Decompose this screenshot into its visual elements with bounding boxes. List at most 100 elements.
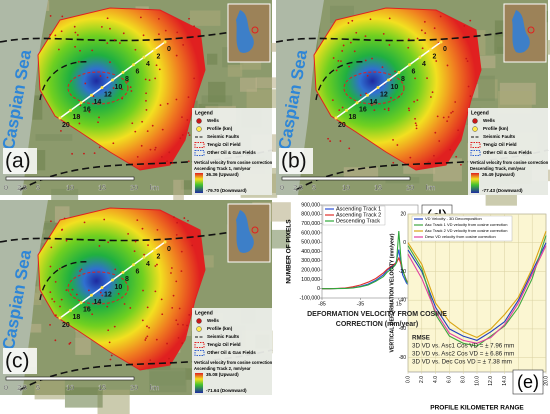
- well: [58, 267, 61, 270]
- scale-label: 2.5: [17, 185, 27, 192]
- y-tick-label: -100,000: [300, 295, 321, 301]
- well: [154, 77, 157, 80]
- well: [427, 161, 430, 164]
- well: [193, 77, 196, 80]
- panel-label: (a): [5, 150, 31, 173]
- well: [388, 44, 391, 46]
- terrain-patch: [97, 389, 130, 414]
- well: [187, 160, 190, 163]
- legend-symbol: [196, 318, 202, 324]
- well: [60, 298, 63, 301]
- legend-label: Profile (km): [483, 126, 509, 131]
- well: [450, 112, 453, 114]
- well: [392, 138, 394, 141]
- well: [158, 33, 160, 36]
- well: [75, 293, 78, 296]
- well: [73, 25, 76, 28]
- color-bar: [195, 173, 203, 193]
- panel-label-box: [3, 148, 37, 174]
- legend-downward: -79.70 (Downward): [206, 188, 247, 193]
- well: [348, 65, 351, 68]
- x-tick-label: -35: [357, 301, 365, 307]
- well: [421, 47, 424, 50]
- well: [145, 337, 147, 339]
- well: [188, 314, 191, 316]
- well: [69, 341, 72, 344]
- well: [180, 250, 183, 253]
- y-tick-label: -60: [399, 326, 406, 332]
- well: [408, 109, 411, 112]
- well: [144, 78, 147, 81]
- scale-label: 5: [36, 185, 40, 192]
- legend-label: Seismic Faults: [207, 134, 240, 139]
- well: [449, 148, 452, 151]
- well: [329, 140, 332, 143]
- well: [442, 116, 445, 119]
- annotation: 3D VD vs. Dec Cos VD = ± 7.38 mm: [412, 359, 512, 366]
- legend-symbol: [470, 142, 481, 148]
- well: [160, 155, 163, 158]
- well: [413, 100, 416, 103]
- y-tick-label: 300,000: [301, 258, 320, 264]
- well: [171, 306, 174, 309]
- profile-km-label: 20: [62, 122, 70, 129]
- legend-title: Legend: [195, 110, 213, 116]
- annotation: RMSE: [412, 335, 430, 342]
- well: [182, 44, 185, 46]
- well: [175, 233, 178, 236]
- terrain-patch: [255, 77, 287, 89]
- well: [146, 335, 149, 338]
- scale-label: 0: [280, 185, 284, 192]
- legend-box: [192, 108, 272, 195]
- well: [76, 34, 79, 36]
- y-tick-label: 400,000: [301, 249, 320, 255]
- profile-km-label: 10: [115, 84, 123, 91]
- profile-km-label: 0: [443, 46, 447, 53]
- terrain-patch: [227, 64, 243, 77]
- well: [388, 17, 391, 20]
- terrain-patch: [148, 367, 187, 393]
- well: [146, 306, 149, 309]
- well: [98, 116, 100, 119]
- well: [469, 95, 472, 98]
- profile-point: [121, 270, 125, 274]
- well: [50, 220, 52, 223]
- well: [117, 292, 120, 295]
- well: [371, 57, 373, 60]
- series-line: [407, 231, 547, 339]
- terrain-patch: [64, 387, 103, 408]
- inset-location: [251, 226, 259, 234]
- well: [142, 34, 145, 37]
- well: [348, 147, 351, 150]
- well: [369, 18, 372, 21]
- well: [155, 338, 158, 341]
- well: [364, 59, 367, 62]
- legend-label: Profile (km): [207, 126, 233, 131]
- well: [61, 15, 64, 18]
- profile-km-label: 4: [422, 61, 426, 68]
- well: [63, 217, 66, 220]
- inset-sea: [236, 10, 254, 53]
- profile-km-label: 12: [380, 91, 388, 98]
- well: [390, 96, 392, 99]
- y-tick-label: 100,000: [301, 277, 320, 283]
- well: [416, 37, 419, 40]
- y-tick-label: 0: [317, 286, 320, 292]
- scale-label: 15: [374, 185, 382, 192]
- well: [127, 232, 130, 235]
- legend-symbol: [194, 342, 205, 348]
- profile-km-label: 0: [167, 46, 171, 53]
- well: [387, 109, 390, 112]
- well: [51, 298, 54, 300]
- well: [186, 119, 189, 121]
- well: [136, 155, 139, 158]
- well: [327, 137, 329, 140]
- well: [109, 27, 111, 30]
- profile-point: [132, 263, 135, 267]
- panel-label: (e): [517, 372, 539, 392]
- well: [88, 289, 90, 292]
- y-tick-label: 20: [400, 211, 406, 217]
- well: [188, 134, 191, 137]
- well: [176, 31, 179, 34]
